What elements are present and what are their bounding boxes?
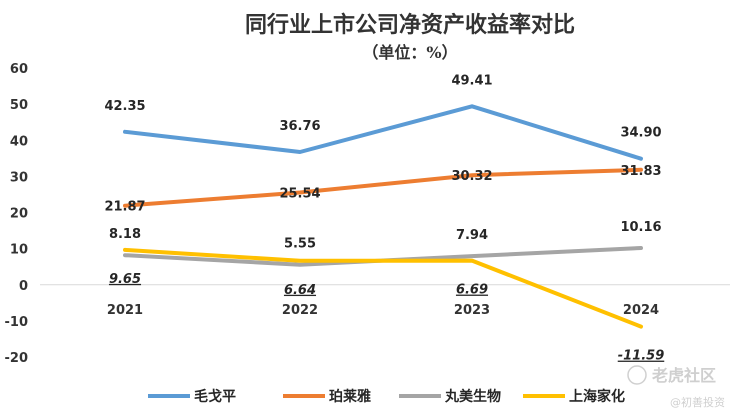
x-axis: 2021 2022 2023 2024 xyxy=(40,284,730,318)
x-tick-label: 2022 xyxy=(282,303,318,318)
data-label: 34.90 xyxy=(620,126,661,141)
data-label: -11.59 xyxy=(618,349,665,364)
data-label: 36.76 xyxy=(279,119,320,134)
series-line xyxy=(123,104,643,161)
y-tick-label: 50 xyxy=(10,98,28,113)
y-tick-label: 30 xyxy=(10,170,28,185)
legend-label: 上海家化 xyxy=(569,388,625,405)
chart-title: 同行业上市公司净资产收益率对比 xyxy=(245,12,575,38)
legend: 毛戈平 珀莱雅 丸美生物 上海家化 xyxy=(148,388,625,405)
data-label: 21.87 xyxy=(104,200,145,215)
chart-subtitle: （单位：%） xyxy=(362,43,457,62)
y-tick-label: 0 xyxy=(19,279,28,294)
y-tick-label: 10 xyxy=(10,243,28,258)
data-label: 8.18 xyxy=(109,227,141,242)
data-label: 9.65 xyxy=(109,272,141,287)
x-tick-label: 2024 xyxy=(623,303,659,318)
y-tick-label: 20 xyxy=(10,207,28,222)
data-labels: 42.35 36.76 49.41 34.90 21.87 25.54 30.32 31.83… xyxy=(104,73,664,363)
data-label: 31.83 xyxy=(620,164,661,179)
y-tick-label: -20 xyxy=(5,351,29,366)
data-label: 42.35 xyxy=(104,99,145,114)
legend-label: 毛戈平 xyxy=(194,388,236,405)
legend-label: 珀莱雅 xyxy=(329,388,371,405)
watermark: 老虎社区 @初善投资 xyxy=(627,365,725,409)
x-tick-label: 2023 xyxy=(454,303,490,318)
data-label: 5.55 xyxy=(284,237,316,252)
data-label: 25.54 xyxy=(279,186,320,201)
data-label: 7.94 xyxy=(456,228,488,243)
data-label: 10.16 xyxy=(620,220,661,235)
legend-label: 丸美生物 xyxy=(444,388,501,405)
series-line xyxy=(123,167,643,208)
data-label: 6.64 xyxy=(284,283,316,298)
y-tick-label: -10 xyxy=(5,315,29,330)
y-axis: 60 50 40 30 20 10 0 -10 -20 xyxy=(5,62,29,366)
tiger-logo-icon xyxy=(627,365,647,385)
y-tick-label: 40 xyxy=(10,134,28,149)
series-lines xyxy=(123,104,643,329)
x-tick-label: 2021 xyxy=(107,303,143,318)
series-line xyxy=(123,247,643,329)
data-label: 6.69 xyxy=(456,283,488,298)
watermark-author: @初善投资 xyxy=(670,395,725,409)
y-tick-label: 60 xyxy=(10,62,28,77)
data-label: 49.41 xyxy=(451,73,492,88)
data-label: 30.32 xyxy=(451,169,492,184)
watermark-brand: 老虎社区 xyxy=(651,366,716,385)
